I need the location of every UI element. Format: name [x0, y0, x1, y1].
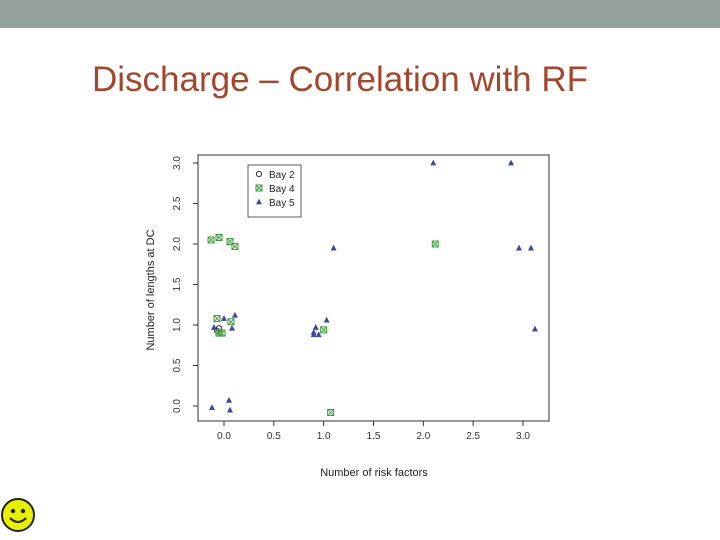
x-axis-label: Number of risk factors — [320, 467, 428, 479]
y-axis-label: Number of lengths at DC — [145, 229, 157, 350]
point-bay-4 — [207, 236, 215, 244]
legend-marker-bay-4 — [255, 184, 263, 192]
point-bay-4 — [231, 242, 239, 250]
y-tick-label: 3.0 — [172, 156, 183, 170]
x-tick-label: 2.0 — [416, 431, 430, 442]
point-bay-4 — [227, 318, 235, 326]
y-tick-label: 2.0 — [172, 237, 183, 251]
point-bay-5 — [209, 404, 216, 411]
x-tick-label: 1.5 — [367, 431, 381, 442]
point-bay-5 — [225, 396, 232, 403]
point-bay-4 — [218, 329, 226, 337]
point-bay-5 — [527, 244, 534, 251]
smiley-face-icon — [1, 498, 35, 532]
legend-label-bay-4: Bay 4 — [269, 184, 295, 195]
y-tick-label: 1.5 — [172, 277, 183, 291]
scatter-chart: 0.0 0.5 1.0 1.5 2.0 2.5 3.0 0.0 0.5 1.0 1.5 2.0 2.5 3… — [145, 154, 550, 479]
point-bay-5 — [516, 244, 523, 251]
legend-marker-bay-2 — [255, 170, 263, 178]
top-banner — [0, 0, 720, 28]
point-bay-5 — [310, 331, 317, 338]
point-bay-5 — [430, 159, 437, 166]
point-bay-5 — [221, 315, 227, 321]
point-bay-5 — [312, 324, 319, 330]
point-bay-4 — [215, 234, 223, 242]
legend-label-bay-5: Bay 5 — [269, 198, 295, 209]
x-tick-label: 0.5 — [267, 431, 281, 442]
legend-label-bay-2: Bay 2 — [269, 170, 295, 181]
point-bay-4 — [431, 240, 439, 248]
x-tick-label: 3.0 — [516, 431, 530, 442]
y-tick-label: 2.5 — [172, 196, 183, 210]
legend-marker-bay-5 — [256, 198, 262, 205]
point-bay-5 — [330, 244, 337, 251]
slide-title: Discharge – Correlation with RF — [92, 60, 589, 99]
y-tick-label: 1.0 — [172, 318, 183, 332]
point-bay-5 — [211, 324, 218, 330]
point-bay-4 — [327, 408, 335, 416]
chart-legend: Bay 2 Bay 4 Bay 5 — [247, 164, 302, 218]
y-tick-label: 0.5 — [172, 358, 183, 372]
x-tick-label: 1.0 — [317, 431, 331, 442]
point-bay-4 — [213, 315, 221, 323]
chart-points — [207, 159, 538, 416]
point-bay-5 — [231, 311, 238, 318]
chart-axes: 0.0 0.5 1.0 1.5 2.0 2.5 3.0 0.0 0.5 1.0 1.5 2.0 2.5 3… — [172, 154, 550, 442]
x-tick-label: 0.0 — [217, 431, 231, 442]
point-bay-5 — [228, 324, 235, 331]
x-tick-label: 2.5 — [466, 431, 480, 442]
point-bay-5 — [315, 331, 322, 338]
point-bay-4 — [320, 326, 328, 334]
y-tick-label: 0.0 — [172, 399, 183, 413]
point-bay-5 — [508, 159, 515, 166]
point-bay-5 — [323, 316, 330, 323]
point-bay-5 — [226, 406, 233, 413]
point-bay-5 — [531, 325, 538, 332]
